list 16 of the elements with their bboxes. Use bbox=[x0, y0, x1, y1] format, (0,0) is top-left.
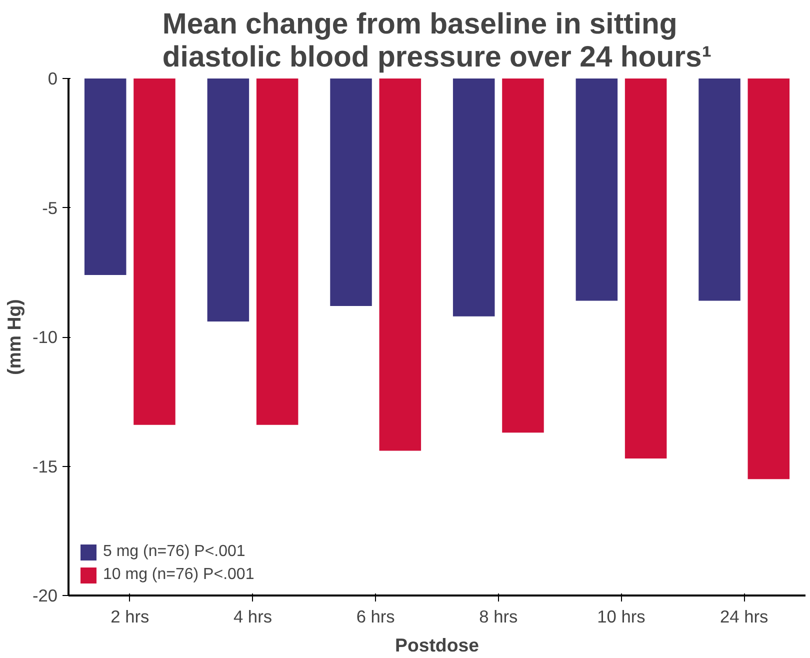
y-axis-title: (mm Hg) bbox=[3, 299, 24, 375]
legend-label: 10 mg (n=76) P<.001 bbox=[103, 566, 254, 584]
x-tick-label: 4 hrs bbox=[233, 606, 272, 626]
x-tick-label: 6 hrs bbox=[356, 606, 396, 626]
y-tick-label: -10 bbox=[32, 327, 58, 347]
y-tick-label: -15 bbox=[32, 456, 58, 476]
chart-title: Mean change from baseline in sitting diastolic blood pressure over 24 hours¹ bbox=[162, 8, 712, 74]
y-tick-label: -20 bbox=[32, 586, 58, 606]
x-tick-label: 8 hrs bbox=[479, 606, 518, 626]
x-tick-label: 2 hrs bbox=[110, 606, 150, 626]
y-tick-label: 0 bbox=[48, 68, 58, 88]
x-tick-label: 10 hrs bbox=[597, 606, 646, 626]
x-axis-title: Postdose bbox=[395, 634, 479, 656]
x-tick-label: 24 hrs bbox=[720, 606, 768, 626]
legend-label: 5 mg (n=76) P<.001 bbox=[103, 543, 246, 561]
y-tick-label: -5 bbox=[42, 198, 58, 218]
